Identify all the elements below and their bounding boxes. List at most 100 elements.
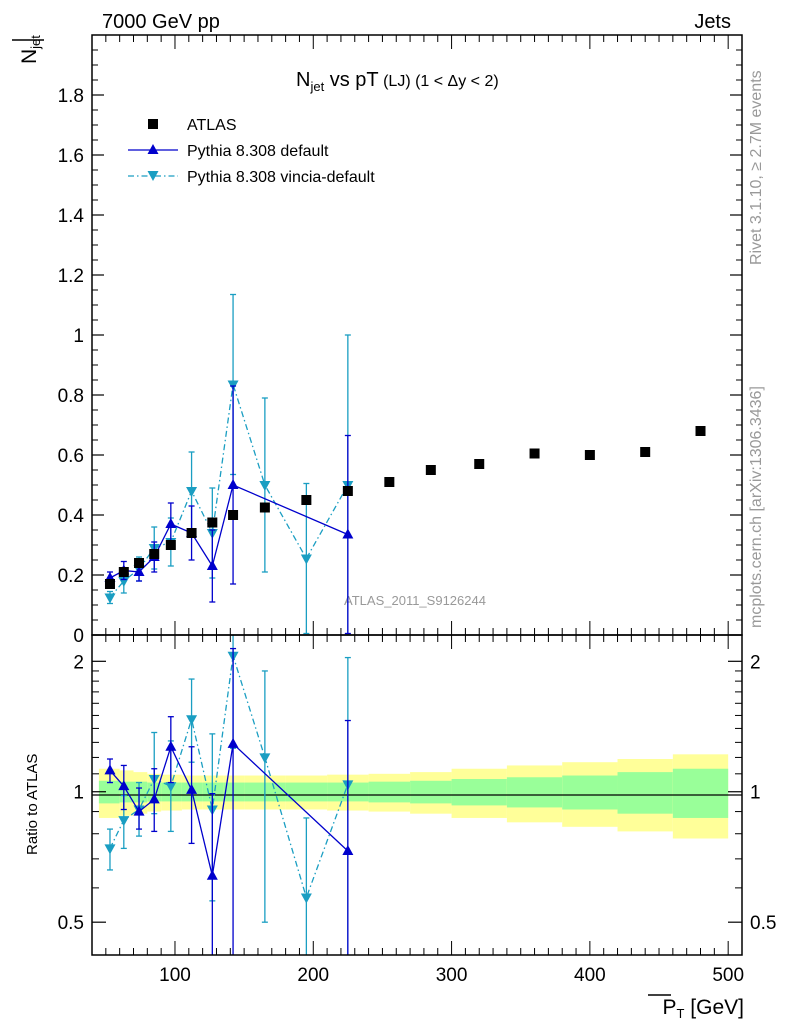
ratio-point-pythia-default — [118, 780, 130, 791]
xlabel: PT [GeV] — [648, 994, 745, 1021]
ytick-label-top: 0.6 — [58, 446, 84, 467]
header-left: 7000 GeV pp — [102, 11, 220, 33]
ratio-point-vincia — [165, 782, 177, 793]
legend-entry-atlas: ATLAS — [148, 117, 237, 134]
xlabel-main: P — [663, 996, 677, 1019]
ratio-point-vincia — [104, 844, 116, 855]
legend: ATLAS Pythia 8.308 default Pythia 8.308 … — [128, 117, 375, 186]
ratio-point-pythia-default — [148, 793, 160, 804]
ytick-label-top: 0 — [73, 626, 84, 647]
ytick-label-bot-right: 0.5 — [750, 913, 776, 934]
point-pythia-default — [133, 566, 145, 576]
xtick-label: 500 — [712, 965, 744, 986]
ratio-ylabel: Ratio to ATLAS — [24, 754, 41, 855]
main-ylabel: Njet — [12, 35, 44, 64]
band-inner — [451, 779, 507, 806]
point-pythia-default — [342, 528, 354, 539]
point-pythia-default — [165, 518, 177, 528]
header-right: Jets — [694, 11, 731, 33]
ratio-point-pythia-default — [342, 844, 354, 855]
ratio-point-pythia-default — [165, 740, 177, 751]
ratio-point-pythia-default — [206, 869, 218, 880]
legend-marker-pythia-default — [147, 144, 159, 154]
point-atlas — [259, 502, 270, 513]
band-inner — [133, 781, 148, 803]
point-atlas — [104, 579, 115, 589]
point-atlas — [207, 517, 218, 528]
point-pythia-default — [227, 479, 239, 489]
ytick-label-bot: 0.5 — [58, 913, 84, 934]
band-inner — [506, 777, 563, 808]
analysis-watermark: ATLAS_2011_S9126244 — [344, 593, 486, 608]
band-inner — [202, 782, 224, 802]
ratio-plot-data — [104, 635, 354, 955]
ytick-label-bot-right: 2 — [750, 652, 761, 673]
point-vincia — [186, 487, 198, 497]
point-atlas — [301, 495, 312, 505]
point-atlas — [228, 510, 239, 520]
band-inner — [285, 782, 328, 802]
legend-marker-atlas — [148, 119, 158, 129]
ytick-label-top: 1.6 — [58, 146, 84, 167]
rivet-label: Rivet 3.1.10, ≥ 2.7M events — [748, 70, 765, 265]
ytick-label-bot-right: 1 — [750, 783, 761, 804]
xlabel-unit: [GeV] — [684, 996, 744, 1019]
point-atlas — [529, 448, 540, 459]
title-rest: vs pT — [324, 69, 378, 91]
ytick-label-top: 1.4 — [58, 206, 85, 227]
svg-text:Njet: Njet — [18, 35, 43, 64]
band-inner — [562, 775, 618, 810]
point-atlas — [149, 549, 160, 559]
main-ylabel-main: N — [18, 49, 41, 64]
title-main: N — [296, 69, 310, 91]
point-atlas — [342, 486, 353, 496]
xtick-label: 200 — [297, 965, 329, 986]
point-atlas — [695, 426, 706, 436]
point-atlas — [186, 528, 197, 538]
xtick-label: 100 — [159, 965, 191, 986]
ytick-label-top: 1.2 — [58, 266, 84, 287]
legend-entry-vincia: Pythia 8.308 vincia-default — [128, 169, 375, 186]
ratio-point-pythia-default — [227, 737, 239, 748]
ytick-label-top: 0.4 — [58, 506, 85, 527]
point-atlas — [584, 450, 595, 460]
main-plot-data — [104, 293, 706, 635]
ratio-point-vincia — [259, 753, 271, 764]
legend-entry-pythia-default: Pythia 8.308 default — [128, 143, 329, 160]
ratio-point-pythia-default — [186, 783, 198, 794]
legend-label-pythia-default: Pythia 8.308 default — [187, 143, 329, 160]
chart-title: Njet vs pT (LJ) (1 < Δy < 2) — [296, 69, 499, 94]
point-vincia — [104, 593, 116, 604]
legend-label-vincia: Pythia 8.308 vincia-default — [187, 169, 375, 186]
point-atlas — [425, 465, 436, 475]
series-line-pythia-default — [109, 484, 349, 579]
band-inner — [223, 782, 245, 802]
ratio-point-pythia-default — [133, 805, 145, 816]
ytick-label-bot: 2 — [73, 652, 84, 673]
point-atlas — [640, 447, 651, 457]
ytick-label-top: 1.8 — [58, 86, 84, 107]
point-atlas — [474, 459, 485, 469]
xtick-label: 400 — [574, 965, 606, 986]
ytick-label-bot: 1 — [73, 783, 84, 804]
xtick-label: 300 — [436, 965, 468, 986]
ratio-plot-frame — [91, 634, 743, 956]
svg-text:PT [GeV]: PT [GeV] — [663, 996, 745, 1021]
band-inner — [672, 768, 729, 818]
ratio-point-vincia — [118, 816, 130, 827]
ytick-label-top: 1 — [73, 326, 84, 347]
ytick-label-top: 0.8 — [58, 386, 84, 407]
band-inner — [368, 781, 411, 803]
point-atlas — [384, 477, 395, 487]
band-inner — [617, 772, 673, 814]
main-ylabel-sub: jet — [28, 35, 43, 50]
legend-marker-vincia — [147, 171, 159, 181]
band-inner — [410, 780, 452, 804]
xlabel-sub: T — [677, 1006, 685, 1021]
legend-label-atlas: ATLAS — [187, 117, 237, 134]
band-inner — [161, 782, 182, 802]
ratio-point-vincia — [186, 715, 198, 726]
point-vincia — [259, 481, 271, 491]
point-atlas — [134, 558, 145, 568]
